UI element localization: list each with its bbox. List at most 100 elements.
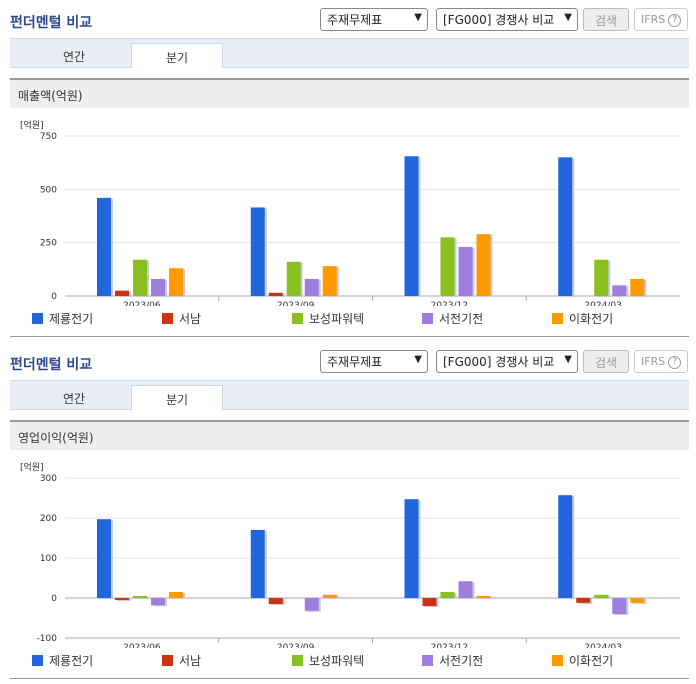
ifrs-help-button[interactable]: IFRS? <box>634 8 688 31</box>
bar[interactable] <box>322 266 337 296</box>
tab-annual[interactable]: 연간 <box>62 392 86 406</box>
bar[interactable] <box>286 261 301 296</box>
x-tick-label: 2024/03 <box>584 301 621 306</box>
bar[interactable] <box>169 592 183 598</box>
legend-item[interactable]: 이화전기 <box>552 652 613 669</box>
ifrs-label: IFRS <box>641 13 666 26</box>
ifrs-help-button[interactable]: IFRS? <box>634 350 688 373</box>
bar[interactable] <box>630 278 645 296</box>
help-icon: ? <box>668 355 682 369</box>
legend-item[interactable]: 서남 <box>162 310 201 327</box>
divider <box>10 678 689 679</box>
bar[interactable] <box>594 259 609 296</box>
chart-title: 영업이익(억원) <box>10 420 689 450</box>
bar[interactable] <box>476 596 491 598</box>
section-title: 펀더멘털 비교 <box>10 15 93 31</box>
tab-quarterly[interactable]: 분기 <box>131 43 223 69</box>
bar[interactable] <box>151 598 165 606</box>
legend-item[interactable]: 서남 <box>162 652 201 669</box>
legend-swatch <box>32 655 43 666</box>
x-tick-label: 2023/06 <box>123 301 161 306</box>
legend-item[interactable]: 서전기전 <box>422 310 483 327</box>
bar[interactable] <box>133 596 147 598</box>
peer-select[interactable]: [FG000] 경쟁사 비교 ▼ <box>436 8 578 31</box>
chart-legend: 제룡전기 서남 보성파워텍 서전기전 이화전기 <box>0 652 696 672</box>
tab-annual[interactable]: 연간 <box>62 50 86 64</box>
legend-label: 보성파워텍 <box>309 312 365 326</box>
y-tick-label: 0 <box>51 292 57 302</box>
y-tick-label: 250 <box>40 239 57 249</box>
help-icon: ? <box>668 13 682 27</box>
bar[interactable] <box>250 530 265 598</box>
chart-legend: 제룡전기 서남 보성파워텍 서전기전 이화전기 <box>0 310 696 330</box>
y-tick-label: 100 <box>40 554 57 564</box>
bar[interactable] <box>322 594 337 598</box>
bar[interactable] <box>458 246 473 296</box>
legend-label: 이화전기 <box>569 654 614 668</box>
bar[interactable] <box>268 292 283 296</box>
tab-quarterly[interactable]: 분기 <box>131 385 223 411</box>
bar[interactable] <box>97 519 111 598</box>
legend-item[interactable]: 보성파워텍 <box>292 310 364 327</box>
bar[interactable] <box>558 495 573 598</box>
bar[interactable] <box>576 598 591 603</box>
x-tick-label: 2023/09 <box>277 643 315 648</box>
legend-item[interactable]: 제룡전기 <box>32 310 93 327</box>
statement-select-value: 주재무제표 <box>327 355 383 369</box>
bar[interactable] <box>558 157 573 296</box>
legend-label: 서전기전 <box>439 654 484 668</box>
statement-select[interactable]: 주재무제표 ▼ <box>320 350 428 373</box>
bar[interactable] <box>115 290 129 296</box>
bar[interactable] <box>630 598 645 603</box>
peer-select-value: [FG000] 경쟁사 비교 <box>443 13 555 27</box>
search-button[interactable]: 검색 <box>583 350 629 373</box>
legend-item[interactable]: 서전기전 <box>422 652 483 669</box>
unit-label: [억원] <box>20 121 44 131</box>
bar[interactable] <box>440 592 455 598</box>
legend-item[interactable]: 이화전기 <box>552 310 613 327</box>
bar[interactable] <box>404 156 419 296</box>
bar[interactable] <box>612 285 627 296</box>
chevron-down-icon: ▼ <box>564 12 572 23</box>
panel-revenue: 펀더멘털 비교 주재무제표 ▼ [FG000] 경쟁사 비교 ▼ 검색 IFRS? … <box>0 8 696 337</box>
bar[interactable] <box>169 268 183 296</box>
y-tick-label: 500 <box>40 185 57 195</box>
bar[interactable] <box>422 598 437 606</box>
y-tick-label: 200 <box>40 514 57 524</box>
legend-swatch <box>32 313 43 324</box>
legend-label: 서남 <box>179 654 202 668</box>
bar[interactable] <box>404 499 419 598</box>
unit-label: [억원] <box>20 463 44 473</box>
search-button[interactable]: 검색 <box>583 8 629 31</box>
legend-label: 보성파워텍 <box>309 654 365 668</box>
bar[interactable] <box>458 581 473 598</box>
chart-title: 매출액(억원) <box>10 78 689 108</box>
statement-select[interactable]: 주재무제표 ▼ <box>320 8 428 31</box>
peer-select[interactable]: [FG000] 경쟁사 비교 ▼ <box>436 350 578 373</box>
bar[interactable] <box>115 598 129 600</box>
bar[interactable] <box>476 234 491 296</box>
section-title: 펀더멘털 비교 <box>10 357 93 373</box>
x-tick-label: 2023/09 <box>277 301 315 306</box>
y-tick-label: 750 <box>40 132 57 142</box>
peer-select-value: [FG000] 경쟁사 비교 <box>443 355 555 369</box>
bar[interactable] <box>268 598 283 604</box>
bar[interactable] <box>304 278 319 296</box>
bar[interactable] <box>97 197 111 296</box>
bar[interactable] <box>440 237 455 296</box>
chevron-down-icon: ▼ <box>564 354 572 365</box>
bar[interactable] <box>594 594 609 598</box>
x-tick-label: 2023/12 <box>431 643 468 648</box>
operating-profit-chart: -100 0 100 200 300 2023/06 2023/09 2023/12 2024/… <box>37 474 680 648</box>
legend-swatch <box>292 655 303 666</box>
bar[interactable] <box>151 278 165 296</box>
bar[interactable] <box>304 598 319 611</box>
y-tick-label: -100 <box>37 634 58 644</box>
bar[interactable] <box>250 207 265 296</box>
x-tick-label: 2023/06 <box>123 643 161 648</box>
legend-swatch <box>292 313 303 324</box>
legend-item[interactable]: 제룡전기 <box>32 652 93 669</box>
bar[interactable] <box>612 598 627 614</box>
bar[interactable] <box>133 259 147 296</box>
legend-item[interactable]: 보성파워텍 <box>292 652 364 669</box>
